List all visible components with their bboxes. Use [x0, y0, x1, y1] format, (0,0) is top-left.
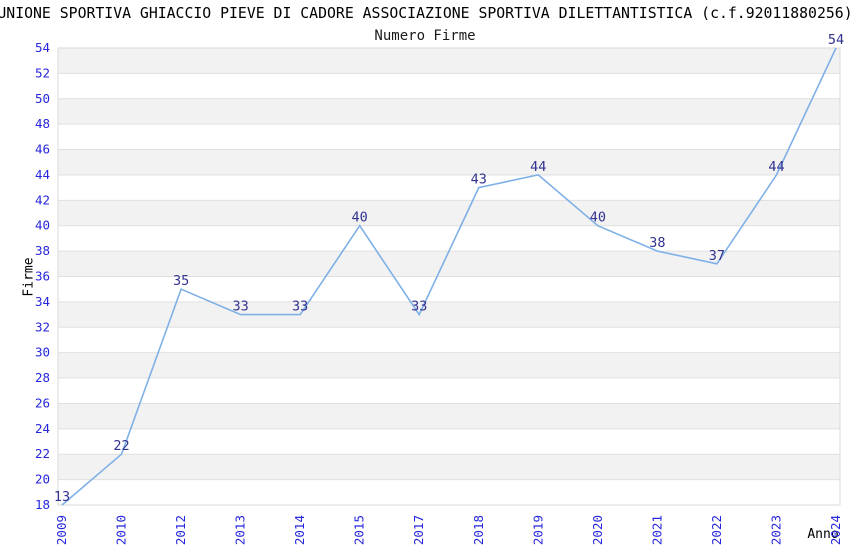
background-band — [58, 98, 840, 125]
x-tick-label: 2020 — [590, 515, 605, 545]
background-band — [58, 48, 840, 74]
data-label: 43 — [471, 172, 487, 188]
y-tick-label: 22 — [35, 446, 50, 461]
y-tick-label: 18 — [35, 497, 50, 512]
data-label: 40 — [352, 210, 368, 226]
background-band — [58, 301, 840, 328]
background-band — [58, 352, 840, 379]
y-tick-label: 34 — [35, 294, 50, 309]
y-tick-label: 32 — [35, 319, 50, 334]
y-tick-label: 24 — [35, 421, 50, 436]
y-tick-label: 44 — [35, 167, 50, 182]
x-tick-label: 2021 — [649, 515, 664, 545]
data-label: 54 — [828, 32, 844, 48]
x-tick-label: 2024 — [828, 515, 843, 545]
y-tick-label: 42 — [35, 192, 50, 207]
data-label: 37 — [709, 248, 725, 264]
chart-subtitle: Numero Firme — [374, 28, 476, 44]
x-tick-label: 2012 — [173, 515, 188, 545]
y-tick-label: 50 — [35, 91, 50, 106]
background-band — [58, 251, 840, 277]
series-line — [61, 47, 837, 506]
x-tick-label: 2009 — [54, 515, 69, 545]
y-tick-label: 36 — [35, 269, 50, 284]
x-tick-label: 2015 — [352, 515, 367, 545]
background-band — [58, 454, 840, 480]
y-tick-label: 38 — [35, 243, 50, 258]
x-tick-label: 2013 — [233, 515, 248, 545]
x-tick-label: 2019 — [530, 515, 545, 545]
data-label: 44 — [530, 159, 546, 175]
background-band — [58, 200, 840, 226]
data-label: 33 — [232, 299, 248, 315]
data-label: 13 — [54, 489, 70, 505]
x-tick-label: 2022 — [709, 515, 724, 545]
x-tick-label: 2014 — [292, 515, 307, 545]
plot-border — [57, 47, 841, 506]
data-label: 44 — [768, 159, 784, 175]
y-tick-label: 28 — [35, 370, 50, 385]
y-tick-label: 26 — [35, 395, 50, 410]
x-axis-title: Anno — [807, 527, 839, 542]
y-tick-label: 46 — [35, 142, 50, 157]
x-tick-label: 2018 — [471, 515, 486, 545]
data-label: 22 — [113, 438, 129, 454]
data-label: 40 — [590, 210, 606, 226]
chart-title: UNIONE SPORTIVA GHIACCIO PIEVE DI CADORE… — [0, 5, 850, 22]
y-tick-label: 54 — [35, 40, 50, 55]
y-tick-label: 20 — [35, 472, 50, 487]
background-band — [58, 149, 840, 175]
x-tick-label: 2010 — [114, 515, 129, 545]
background-band — [58, 403, 840, 429]
data-label: 35 — [173, 273, 189, 289]
x-tick-label: 2023 — [768, 515, 783, 545]
data-label: 38 — [649, 235, 665, 251]
y-tick-label: 48 — [35, 116, 50, 131]
data-label: 33 — [411, 299, 427, 315]
y-tick-label: 40 — [35, 218, 50, 233]
y-tick-label: 52 — [35, 65, 50, 80]
y-tick-label: 30 — [35, 345, 50, 360]
x-tick-label: 2017 — [411, 515, 426, 545]
data-label: 33 — [292, 299, 308, 315]
